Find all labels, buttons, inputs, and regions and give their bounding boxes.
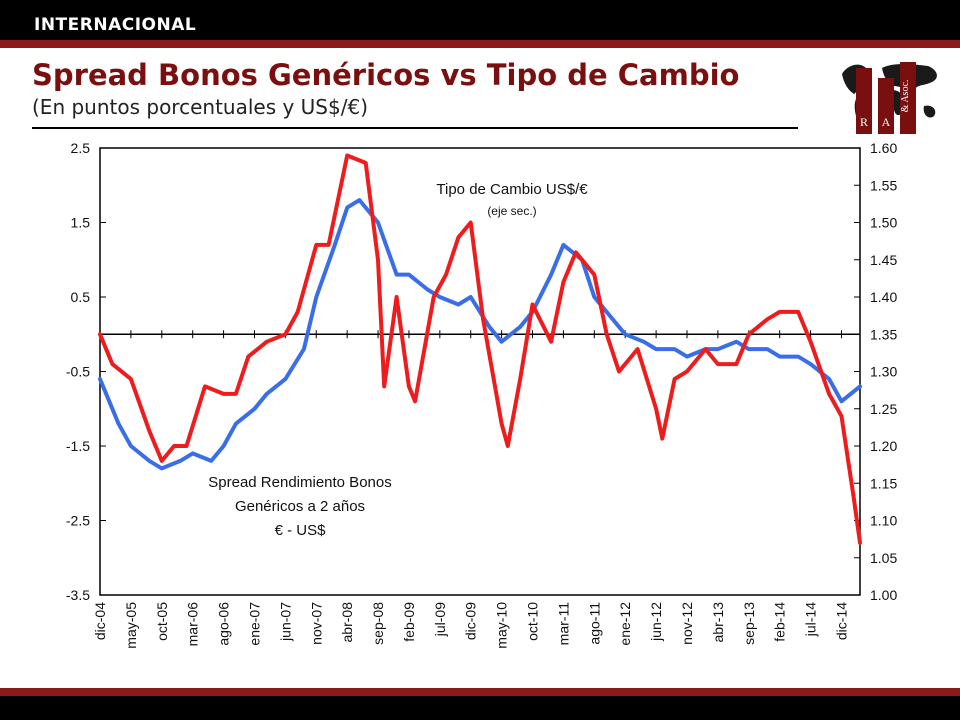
svg-text:A: A xyxy=(882,115,891,129)
x-axis-tick-label: nov-07 xyxy=(308,602,324,645)
x-axis-tick-label: jul-14 xyxy=(803,602,819,637)
x-axis-tick-label: jun-07 xyxy=(277,602,293,642)
left-axis-tick-label: -3.5 xyxy=(66,587,90,603)
section-label: INTERNACIONAL xyxy=(34,15,197,35)
x-axis-tick-label: oct-05 xyxy=(154,602,170,641)
x-axis-tick-label: jul-09 xyxy=(432,602,448,637)
spread-series-line xyxy=(98,198,862,471)
right-axis-tick-label: 1.55 xyxy=(870,177,897,193)
spread-series-label-line3: € - US$ xyxy=(275,522,327,539)
company-logo: R A & Asoc. xyxy=(842,62,937,134)
right-axis-tick-label: 1.25 xyxy=(870,401,897,417)
right-axis-tick-label: 1.20 xyxy=(870,438,897,454)
left-axis-tick-label: -2.5 xyxy=(66,513,90,529)
x-axis-tick-label: jun-12 xyxy=(648,602,664,642)
page-title: Spread Bonos Genéricos vs Tipo de Cambio xyxy=(32,58,740,92)
x-axis-tick-label: feb-09 xyxy=(401,602,417,642)
left-axis-tick-label: -1.5 xyxy=(66,438,90,454)
plot-frame xyxy=(99,147,861,596)
right-axis-tick-label: 1.00 xyxy=(870,587,897,603)
top-header-bar xyxy=(0,0,960,40)
x-axis-tick-label: may-10 xyxy=(494,602,510,649)
x-axis-tick-label: abr-13 xyxy=(710,602,726,643)
right-axis-tick-label: 1.45 xyxy=(870,252,897,268)
x-axis-tick-label: sep-13 xyxy=(741,602,757,645)
svg-text:& Asoc.: & Asoc. xyxy=(900,80,911,113)
spread-series-label-line2: Genéricos a 2 años xyxy=(235,498,365,515)
right-axis-tick-label: 1.40 xyxy=(870,289,897,305)
left-axis-tick-label: 2.5 xyxy=(71,140,91,156)
right-axis-tick-label: 1.05 xyxy=(870,550,897,566)
x-axis-tick-label: may-05 xyxy=(123,602,139,649)
chart-tick-labels: 2.5 1.5 0.5 -0.5 -1.5 -2.5 -3.5 1.60 1.55 1.50 1.4… xyxy=(66,140,898,649)
left-axis-tick-label: -0.5 xyxy=(66,364,90,380)
spread-series-label-line1: Spread Rendimiento Bonos xyxy=(208,474,391,491)
page-subtitle: (En puntos porcentuales y US$/€) xyxy=(32,95,368,119)
right-axis-tick-label: 1.10 xyxy=(870,513,897,529)
chart-axes xyxy=(99,147,861,596)
right-axis-tick-label: 1.35 xyxy=(870,326,897,342)
right-axis-tick-label: 1.30 xyxy=(870,364,897,380)
fx-series-label: Tipo de Cambio US$/€ xyxy=(436,181,588,198)
x-axis-tick-label: ago-11 xyxy=(586,602,602,645)
top-accent-stripe xyxy=(0,40,960,48)
x-axis-tick-label: mar-06 xyxy=(185,602,201,647)
svg-text:R: R xyxy=(860,115,868,129)
x-axis-tick-label: dic-04 xyxy=(92,602,108,640)
x-axis-tick-label: ene-12 xyxy=(617,602,633,646)
x-axis-tick-label: nov-12 xyxy=(679,602,695,645)
right-axis-tick-label: 1.60 xyxy=(870,140,897,156)
left-axis-tick-label: 0.5 xyxy=(71,289,91,305)
x-axis-tick-label: ago-06 xyxy=(216,602,232,646)
bottom-accent-stripe xyxy=(0,688,960,696)
x-axis-tick-label: dic-09 xyxy=(463,602,479,640)
x-axis-tick-label: oct-10 xyxy=(525,602,541,641)
x-axis-tick-label: abr-08 xyxy=(339,602,355,643)
fx-series-line xyxy=(98,153,862,545)
right-axis-tick-label: 1.50 xyxy=(870,215,897,231)
bottom-footer-bar xyxy=(0,696,960,720)
x-axis-tick-label: feb-14 xyxy=(772,602,788,642)
x-axis-tick-label: sep-08 xyxy=(370,602,386,645)
x-axis-tick-label: mar-11 xyxy=(555,602,571,646)
right-axis-tick-label: 1.15 xyxy=(870,475,897,491)
left-axis-tick-label: 1.5 xyxy=(71,215,91,231)
x-axis-tick-label: ene-07 xyxy=(246,602,262,646)
title-underline xyxy=(32,127,798,129)
fx-series-sublabel: (eje sec.) xyxy=(487,204,536,218)
chart-series xyxy=(98,153,862,545)
x-axis-tick-label: dic-14 xyxy=(833,602,849,640)
